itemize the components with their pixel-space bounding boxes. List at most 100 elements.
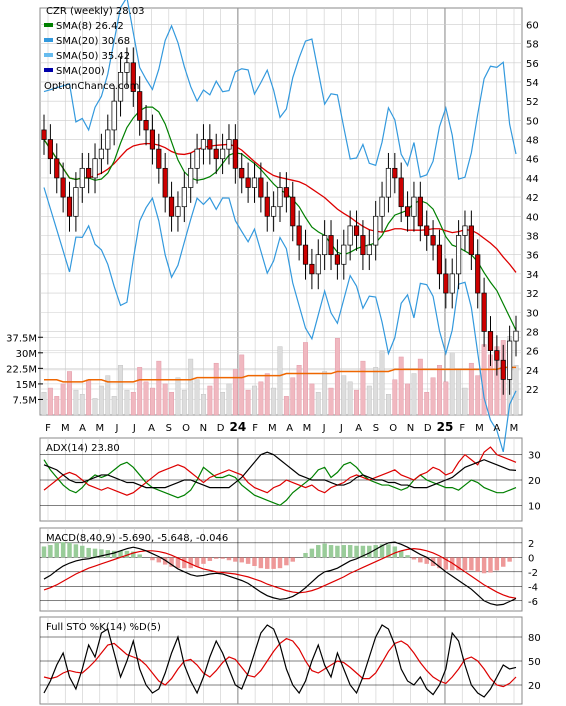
price-tick-label: 46 xyxy=(526,155,539,166)
month-label: M xyxy=(510,423,519,434)
macd-histogram-bar xyxy=(494,557,500,571)
candle-body xyxy=(277,187,283,208)
volume-sma-line xyxy=(44,366,516,383)
candle-body xyxy=(47,139,53,160)
panel-macd xyxy=(39,527,523,612)
month-label: A xyxy=(79,423,86,434)
sto-tick-label: 20 xyxy=(528,681,541,692)
candle-body xyxy=(79,167,85,188)
adx-tick-label: 20 xyxy=(528,476,541,487)
macd-histogram-bar xyxy=(354,545,359,558)
volume-bar xyxy=(175,377,181,416)
price-tick-label: 36 xyxy=(526,251,539,262)
candle-body xyxy=(226,139,232,150)
volume-bar xyxy=(130,391,136,416)
macd-histogram-bar xyxy=(443,557,449,570)
month-label: N xyxy=(200,423,207,434)
macd-line xyxy=(43,541,517,606)
candle-body xyxy=(411,196,417,217)
volume-tick-label: 37.5M xyxy=(6,333,37,344)
macd-histogram-bar xyxy=(481,557,487,574)
macd-histogram-bar xyxy=(322,543,327,558)
candle-body xyxy=(417,196,423,227)
month-label: A xyxy=(355,423,362,434)
macd-histogram-bar xyxy=(201,557,206,564)
minus-di-line xyxy=(43,446,517,496)
candle-body xyxy=(60,177,66,198)
bollinger-upper-line xyxy=(43,0,517,180)
candle-body xyxy=(385,167,392,198)
candle-body xyxy=(258,177,264,198)
month-label: M xyxy=(303,423,312,434)
volume-bar xyxy=(468,362,474,416)
macd-tick-label: 2 xyxy=(528,539,534,550)
candle-body xyxy=(322,235,328,256)
macd-title: MACD(8,40,9) -5.690, -5.648, -0.046 xyxy=(46,533,228,544)
volume-bar xyxy=(379,350,385,416)
macd-histogram-bar xyxy=(379,544,385,558)
candle-body xyxy=(283,187,289,198)
candle-body xyxy=(436,244,443,275)
price-tick-label: 52 xyxy=(526,97,539,108)
macd-histogram-bar xyxy=(469,557,474,571)
candle-body xyxy=(162,167,168,198)
volume-bar xyxy=(54,396,60,416)
candle-body xyxy=(251,177,258,188)
month-label: M xyxy=(475,423,484,434)
month-label: N xyxy=(407,423,414,434)
macd-histogram-bar xyxy=(252,557,257,567)
macd-histogram-bar xyxy=(194,557,200,567)
month-label: J xyxy=(322,423,326,434)
candle-body xyxy=(296,225,302,246)
adx-tick-label: 10 xyxy=(528,501,541,512)
volume-bar xyxy=(137,367,143,416)
macd-histogram-bar xyxy=(360,545,366,558)
macd-histogram-bar xyxy=(424,557,429,564)
macd-histogram-bar xyxy=(392,546,398,558)
volume-bar xyxy=(194,379,200,416)
price-tick-label: 54 xyxy=(526,78,539,89)
month-label: D xyxy=(424,423,432,434)
macd-histogram-bar xyxy=(175,557,181,569)
volume-bar xyxy=(296,365,302,416)
month-label: J xyxy=(115,423,119,434)
candle-body xyxy=(392,167,398,179)
candle-body xyxy=(175,206,181,217)
macd-histogram-bar xyxy=(437,557,442,569)
price-tick-label: 38 xyxy=(526,231,539,242)
macd-histogram-bar xyxy=(475,557,480,572)
macd-histogram-bar xyxy=(99,549,104,558)
adx-tick-label: 30 xyxy=(528,451,541,462)
month-label: A xyxy=(148,423,155,434)
macd-histogram-bar xyxy=(488,557,493,573)
macd-histogram-bar xyxy=(86,547,91,558)
macd-histogram-bar xyxy=(373,545,378,558)
candle-body xyxy=(487,331,494,351)
price-tick-label: 28 xyxy=(526,327,539,338)
volume-bar xyxy=(443,381,449,416)
month-label: M xyxy=(95,423,104,434)
macd-histogram-bar xyxy=(277,557,283,569)
volume-bar xyxy=(201,394,206,416)
volume-bar xyxy=(118,365,123,416)
volume-bar xyxy=(47,387,53,416)
volume-bar xyxy=(105,375,111,416)
legend-swatch xyxy=(44,53,53,57)
candle-body xyxy=(232,139,238,169)
volume-bar xyxy=(354,389,359,416)
volume-bar xyxy=(41,391,47,416)
adx-line xyxy=(43,451,517,489)
candle-body xyxy=(213,148,219,160)
volume-bar xyxy=(86,379,92,416)
candle-body xyxy=(398,177,404,208)
macd-histogram-bar xyxy=(207,557,213,561)
candle-body xyxy=(430,235,436,246)
candle-body xyxy=(481,292,487,332)
macd-histogram-bar xyxy=(80,545,85,558)
volume-bar xyxy=(328,387,334,416)
watermark: OptionChance.com xyxy=(44,81,139,92)
macd-histogram-bar xyxy=(501,557,506,567)
volume-bar xyxy=(258,381,264,416)
price-tick-label: 42 xyxy=(526,193,539,204)
